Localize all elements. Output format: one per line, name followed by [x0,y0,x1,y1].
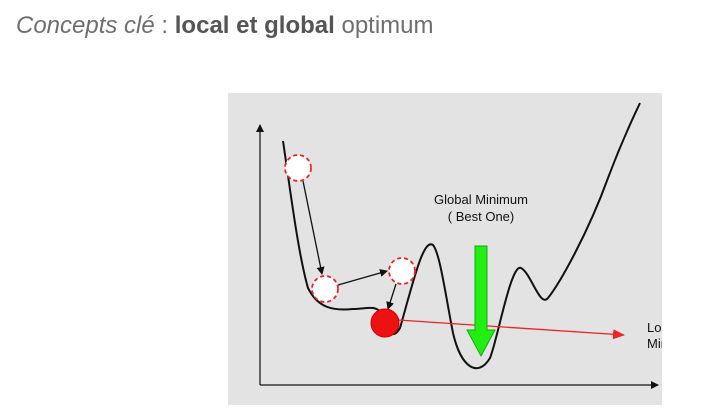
local-minimum-arrow [397,319,625,340]
step-arrow-2 [337,269,388,286]
global-minimum-label-1: Global Minimum [434,192,528,207]
search-ball-1 [284,154,312,182]
global-minimum-label-2: ( Best One) [448,209,514,224]
local-minimum-ball [370,308,400,338]
objective-curve [282,102,641,370]
step-arrow-1 [302,180,325,275]
title-bold: local et global [174,12,335,39]
slide-title: Concepts clé : local et global optimum [16,8,434,44]
search-ball-3 [388,257,416,285]
search-ball-2 [311,275,339,303]
title-rest: optimum [334,12,434,39]
local-minimum-label-2: Minimum [647,336,662,351]
global-minimum-arrow [466,245,496,358]
diagram-svg: Global Minimum ( Best One) Local Minimum [256,102,662,389]
local-minimum-label-1: Local [647,320,662,335]
title-concepts: Concepts clé [16,12,155,39]
title-separator: : [154,12,175,39]
optimum-diagram: Global Minimum ( Best One) Local Minimum [228,93,662,405]
step-arrow-3 [386,283,397,310]
